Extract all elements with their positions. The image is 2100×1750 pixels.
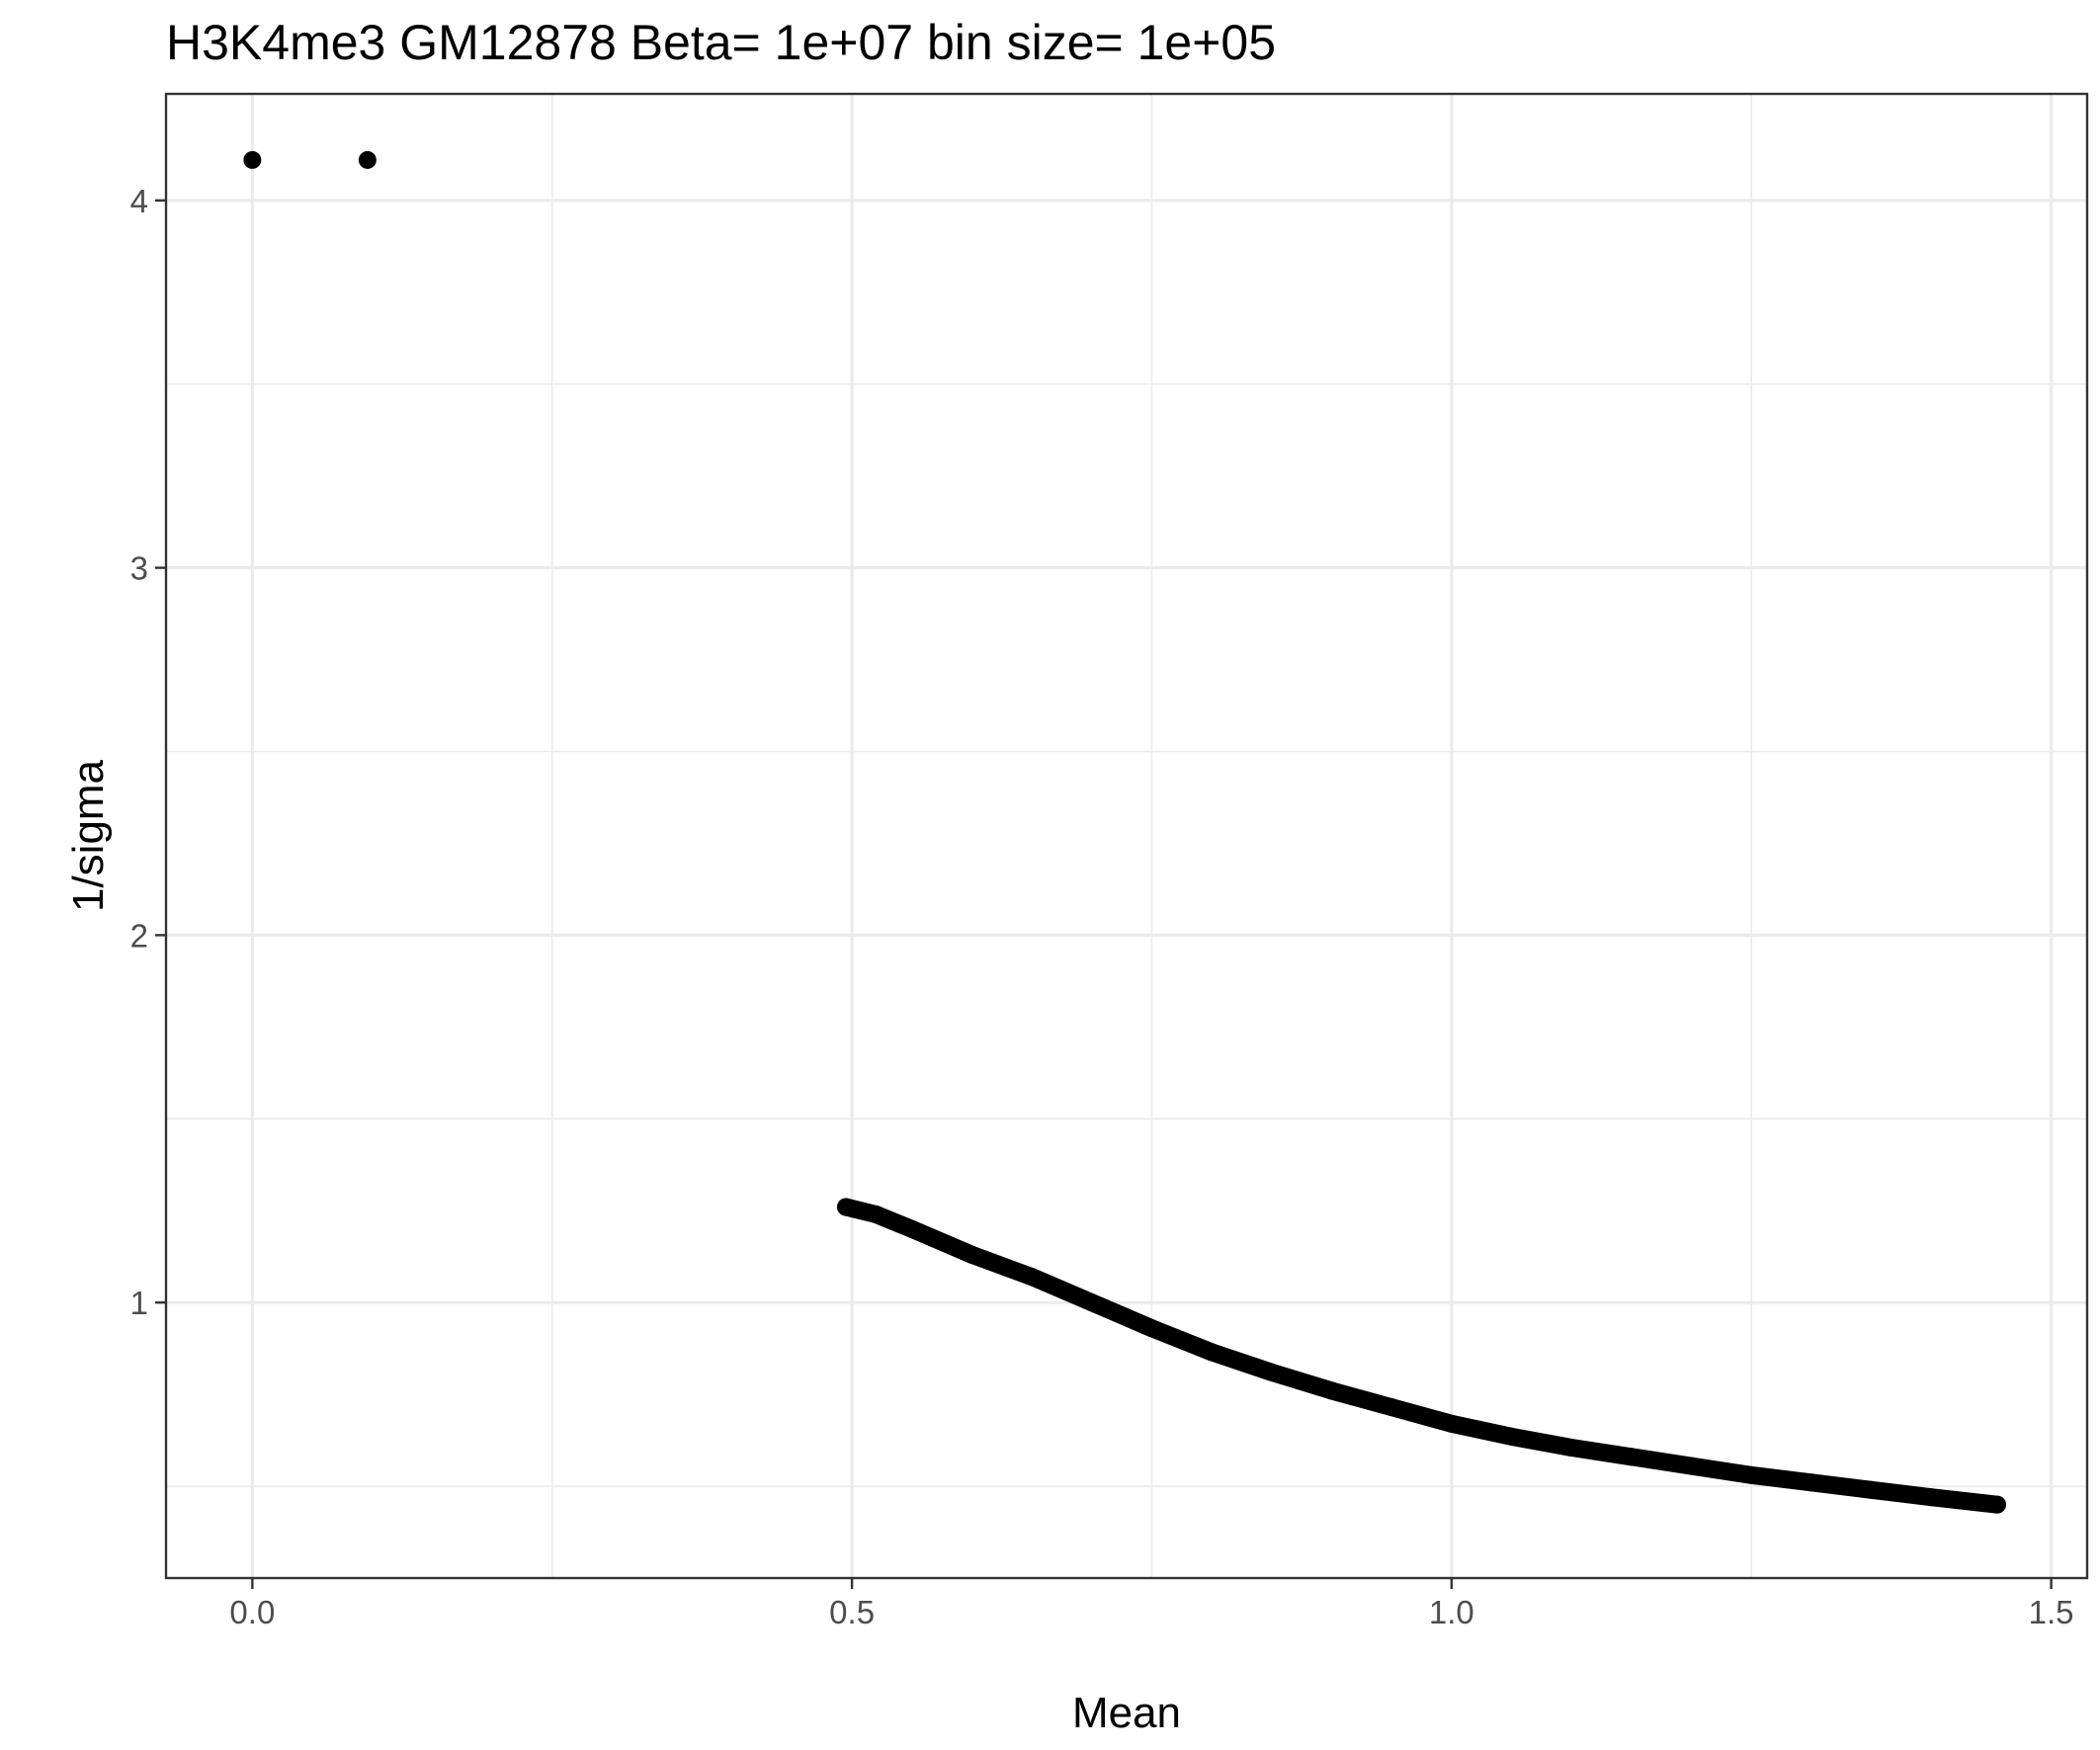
y-tick-label-2: 3 xyxy=(130,550,148,587)
y-axis-title: 1/sigma xyxy=(64,759,113,912)
y-tick-label-3: 4 xyxy=(130,183,148,219)
x-tick-label-1: 0.5 xyxy=(829,1594,875,1630)
data-curve-s1 xyxy=(837,1198,2006,1514)
panel-border xyxy=(164,92,2089,1580)
y-tick-label-0: 1 xyxy=(130,1285,148,1321)
data-point-s0-1 xyxy=(358,150,377,169)
plot-panel: 0.0 0.5 1.0 1.5 1 2 3 4 xyxy=(130,92,2089,1630)
x-tick-label-2: 1.0 xyxy=(1429,1594,1474,1630)
x-tick-label-3: 1.5 xyxy=(2029,1594,2074,1630)
data-point-s0-0 xyxy=(243,150,262,169)
y-tick-label-1: 2 xyxy=(130,917,148,954)
x-tick-label-0: 0.0 xyxy=(229,1594,275,1630)
x-axis-title: Mean xyxy=(1072,1689,1181,1737)
chart-title: H3K4me3 GM12878 Beta= 1e+07 bin size= 1e… xyxy=(166,15,1276,70)
